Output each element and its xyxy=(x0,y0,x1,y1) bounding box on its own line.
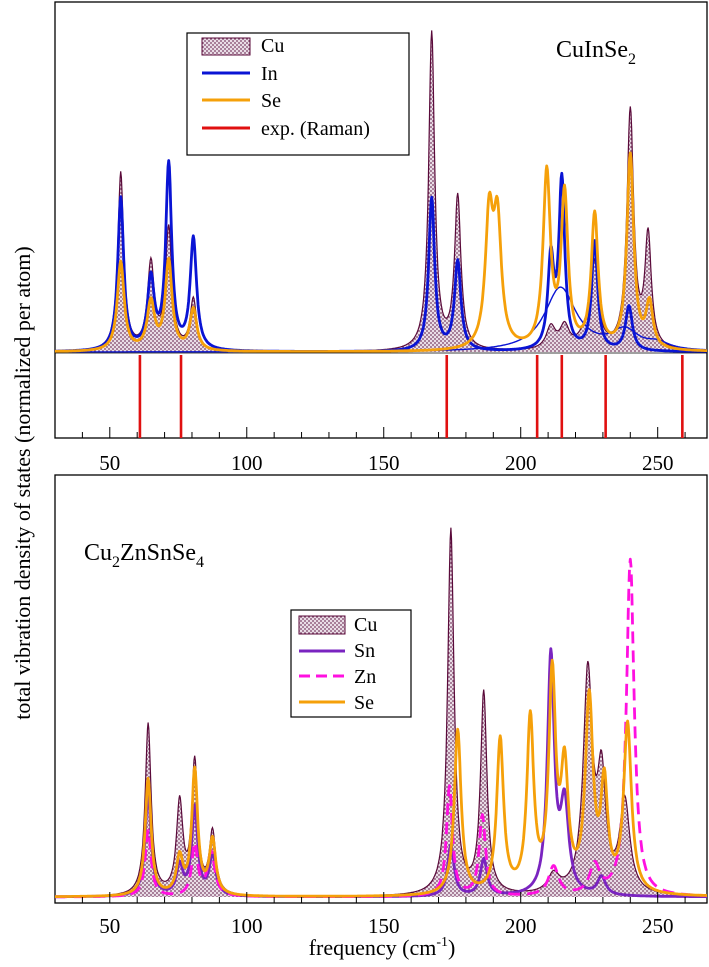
x-axis-label: frequency (cm-1) xyxy=(309,935,456,960)
legend-label-sn: Sn xyxy=(354,640,375,662)
legend-swatch-cu-bottom xyxy=(298,615,346,635)
bottom-legend: Cu Sn Zn Se xyxy=(290,609,412,718)
legend-label-se: Se xyxy=(261,90,281,112)
legend-label-zn: Zn xyxy=(354,666,376,688)
legend-label-cu-bottom: Cu xyxy=(354,614,377,636)
x-tick-label: 150 xyxy=(368,914,400,938)
series-se-thick xyxy=(55,658,707,898)
x-tick-label: 250 xyxy=(642,914,674,938)
legend-label-exp: exp. (Raman) xyxy=(261,118,370,140)
x-tick-label: 50 xyxy=(99,451,120,475)
bottom-panel-frame xyxy=(54,474,708,904)
legend-label-in: In xyxy=(261,63,278,85)
series-se-thick xyxy=(55,151,707,353)
legend-swatch-cu xyxy=(201,37,251,56)
bottom-panel-title: Cu2ZnSnSe4 xyxy=(84,540,204,571)
x-tick-label: 200 xyxy=(505,451,537,475)
x-tick-label: 200 xyxy=(505,914,537,938)
x-tick-label: 150 xyxy=(368,451,400,475)
top-legend: Cu In Se exp. (Raman) xyxy=(186,32,410,156)
top-panel-curves xyxy=(55,30,707,438)
legend-label-cu: Cu xyxy=(261,35,284,57)
bottom-panel-curves xyxy=(55,527,707,899)
x-tick-label: 100 xyxy=(231,451,263,475)
top-panel-title: CuInSe2 xyxy=(556,37,636,68)
top-panel-frame xyxy=(54,1,708,439)
axes-ticks: 50 100 150 200 250 50 100 150 200 250 xyxy=(81,427,686,938)
legend-label-se-bottom: Se xyxy=(354,692,374,714)
y-axis-label: total vibration density of states (norma… xyxy=(10,246,35,719)
x-tick-label: 250 xyxy=(642,451,674,475)
x-tick-label: 100 xyxy=(231,914,263,938)
x-tick-label: 50 xyxy=(99,914,120,938)
